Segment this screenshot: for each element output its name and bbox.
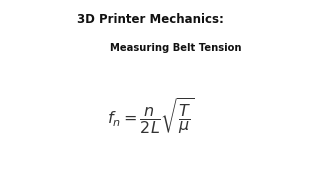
Text: 3D Printer Mechanics:: 3D Printer Mechanics:: [77, 13, 224, 26]
Text: Measuring Belt Tension: Measuring Belt Tension: [110, 43, 242, 53]
Text: $f_n = \dfrac{n}{2L}\sqrt{\dfrac{T}{\mu}}$: $f_n = \dfrac{n}{2L}\sqrt{\dfrac{T}{\mu}…: [107, 97, 194, 137]
